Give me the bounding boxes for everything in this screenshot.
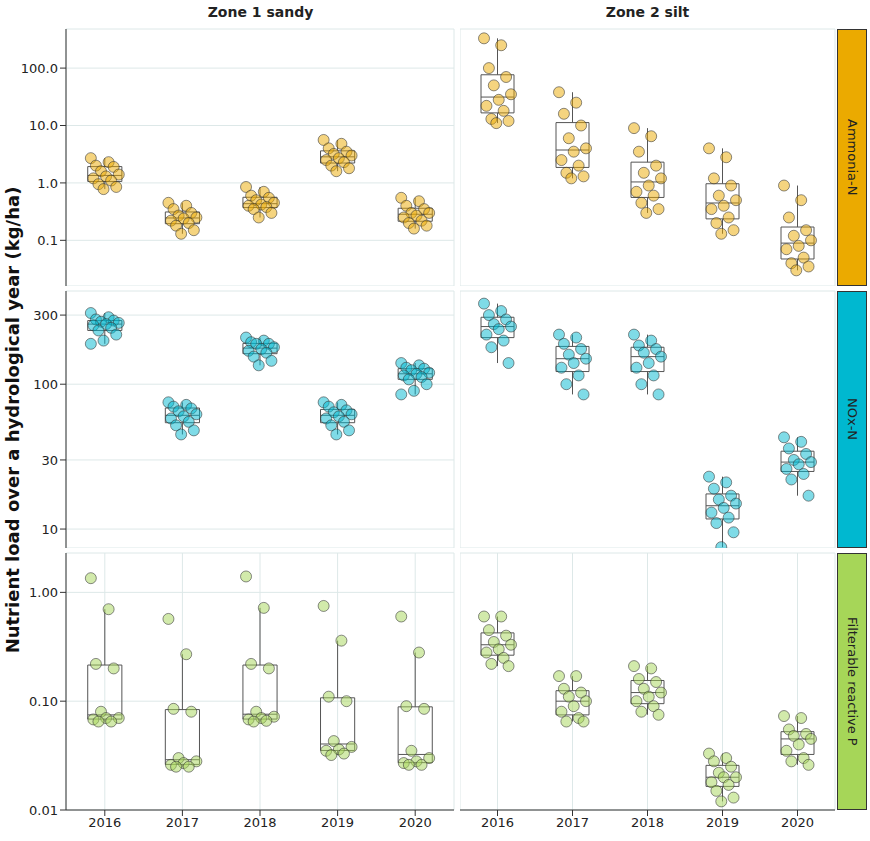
html-text:Zone 1 sandy: Zone 1 sandy (207, 4, 314, 20)
svg-text:100.0: 100.0 (21, 61, 58, 76)
svg-text:10.0: 10.0 (29, 118, 58, 133)
svg-text:1.0: 1.0 (37, 176, 58, 191)
svg-text:2017: 2017 (556, 815, 589, 830)
svg-text:2017: 2017 (166, 815, 199, 830)
svg-text:2020: 2020 (399, 815, 432, 830)
html-text:Zone 2 silt: Zone 2 silt (605, 4, 690, 20)
svg-text:2018: 2018 (243, 815, 276, 830)
svg-text:100: 100 (33, 377, 58, 392)
svg-text:30: 30 (41, 453, 58, 468)
html-text:Ammonia-N: Ammonia-N (844, 119, 860, 196)
html-text:Nutrient load over a hydrologi: Nutrient load over a hydrological year (… (1, 186, 23, 654)
svg-text:2019: 2019 (321, 815, 354, 830)
html-text:NOx-N: NOx-N (844, 398, 860, 441)
svg-text:2016: 2016 (481, 815, 514, 830)
svg-text:2020: 2020 (781, 815, 814, 830)
svg-text:2016: 2016 (88, 815, 121, 830)
svg-text:2018: 2018 (631, 815, 664, 830)
svg-text:10: 10 (41, 522, 58, 537)
html-text:Filterable reactive P: Filterable reactive P (844, 617, 860, 746)
svg-text:0.10: 0.10 (29, 694, 58, 709)
svg-text:0.01: 0.01 (29, 803, 58, 818)
svg-text:300: 300 (33, 308, 58, 323)
svg-text:1.00: 1.00 (29, 585, 58, 600)
svg-text:0.1: 0.1 (37, 233, 58, 248)
svg-text:2019: 2019 (706, 815, 739, 830)
